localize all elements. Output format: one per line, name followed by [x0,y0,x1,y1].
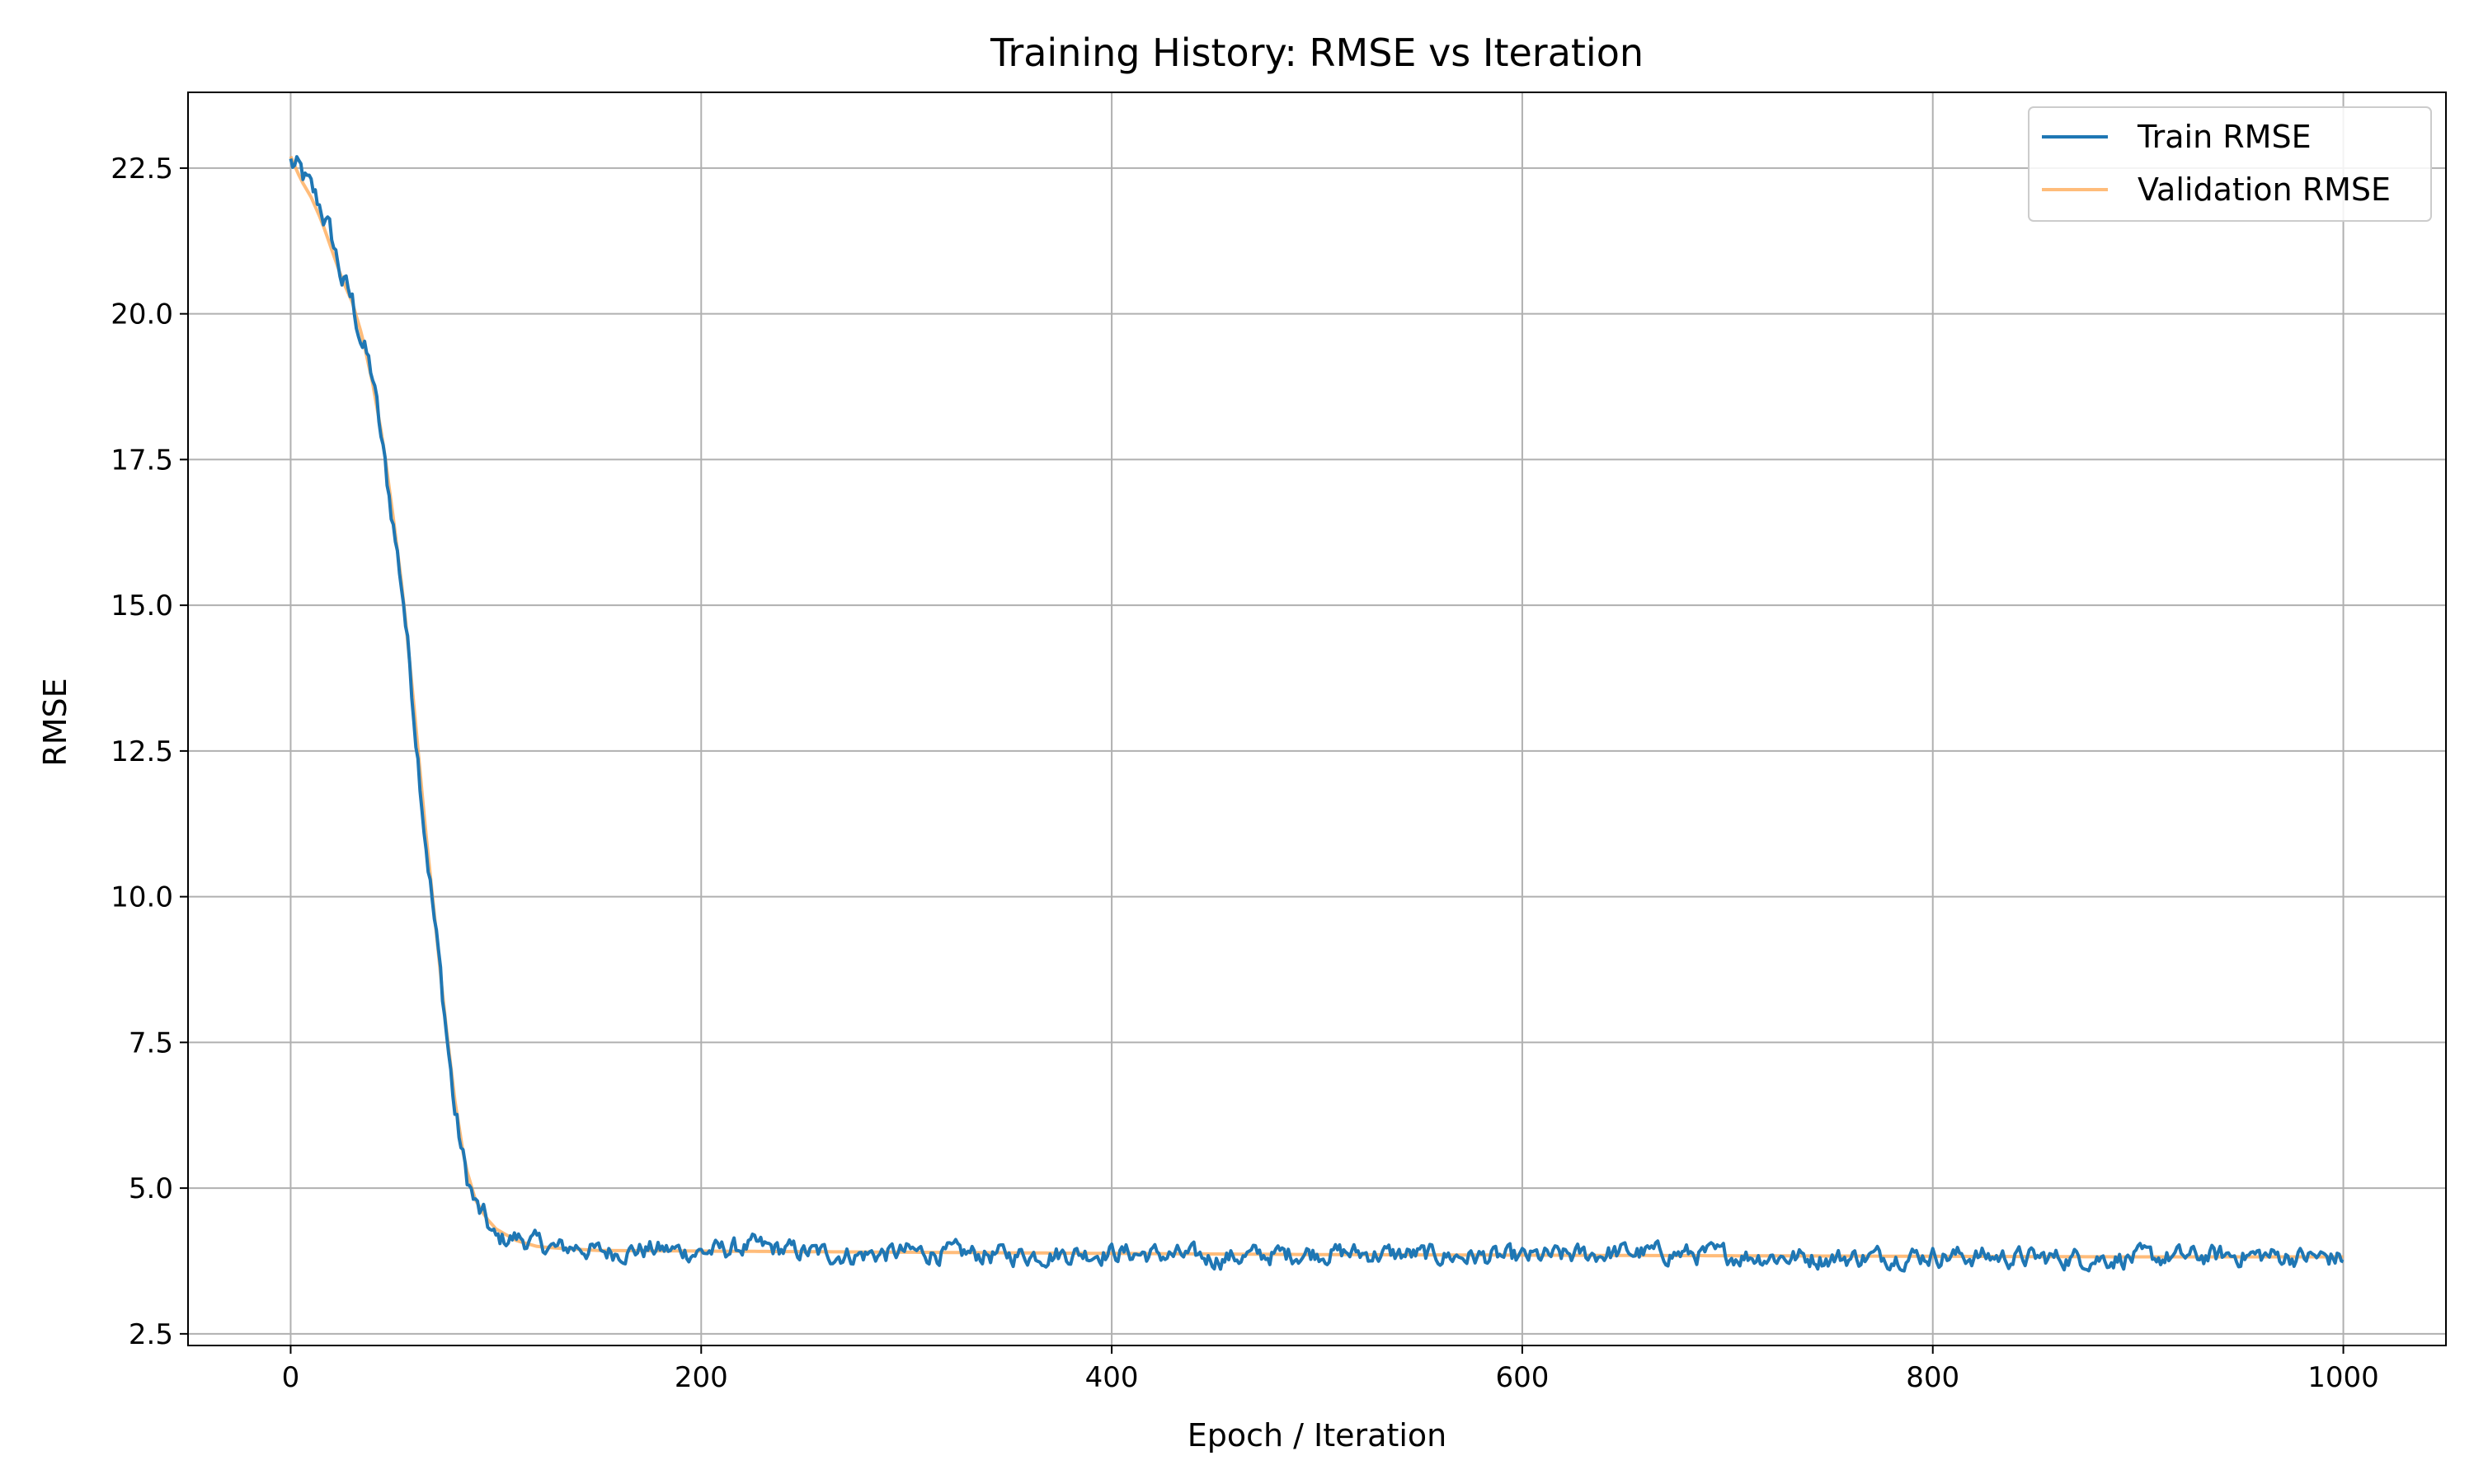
grid [188,92,2446,1345]
x-tick-label: 800 [1906,1361,1959,1394]
x-tick-label: 600 [1495,1361,1549,1394]
y-tick-label: 15.0 [111,589,173,622]
plot-lines [289,155,2345,1273]
y-tick-label: 5.0 [129,1172,173,1205]
y-tick-label: 10.0 [111,881,173,914]
y-tick-label: 2.5 [129,1318,173,1351]
y-axis-ticks: 2.5 5.0 7.5 10.0 12.5 15.0 17.5 20.0 22.5 [111,153,188,1351]
x-tick-label: 0 [282,1361,300,1394]
legend-box [2028,106,2432,222]
y-tick-label: 17.5 [111,444,173,477]
y-tick-label: 22.5 [111,153,173,186]
train-rmse-line [289,155,2345,1273]
x-axis-ticks: 0 200 400 600 800 1000 [282,1345,2379,1394]
y-tick-label: 20.0 [111,298,173,331]
x-tick-label: 400 [1085,1361,1139,1394]
chart-title: Training History: RMSE vs Iteration [990,31,1644,75]
x-axis-label: Epoch / Iteration [1188,1417,1447,1453]
legend: Train RMSE Validation RMSE [2028,106,2432,222]
legend-label-train-rmse: Train RMSE [2137,119,2312,155]
y-tick-label: 7.5 [129,1026,173,1059]
y-tick-label: 12.5 [111,735,173,768]
x-tick-label: 200 [675,1361,728,1394]
legend-label-validation-rmse: Validation RMSE [2138,171,2391,208]
x-tick-label: 1000 [2307,1361,2379,1394]
y-axis-label: RMSE [37,678,73,766]
plot-frame [187,92,2447,1346]
